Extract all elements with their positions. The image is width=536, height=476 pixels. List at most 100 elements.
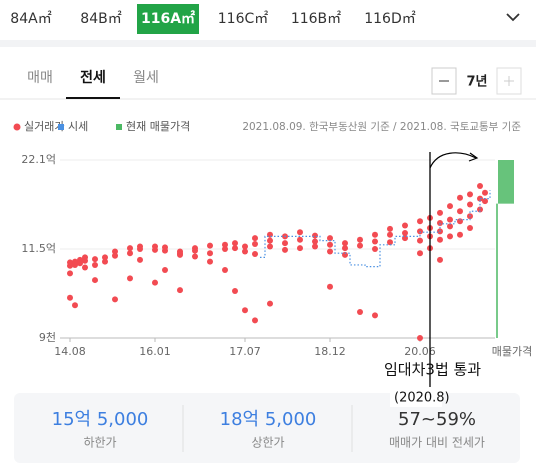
transaction-dot: [252, 240, 258, 247]
transaction-dot: [242, 307, 248, 314]
transaction-dot: [447, 216, 453, 223]
transaction-dot: [357, 308, 363, 315]
legend-label: 시세: [68, 120, 88, 133]
summary-box: [14, 393, 520, 463]
transaction-dot: [152, 279, 158, 286]
transaction-dot: [92, 256, 98, 263]
transaction-dot: [137, 256, 143, 263]
transaction-dot: [232, 287, 238, 294]
transaction-dot: [102, 254, 108, 261]
summary-label: 매매가 대비 전세가: [389, 436, 485, 450]
transaction-dot: [282, 240, 288, 247]
y-tick-label: 9천: [39, 330, 56, 344]
period: 7년: [466, 75, 487, 90]
transaction-dot: [447, 233, 453, 240]
transaction-dot: [92, 261, 98, 268]
transaction-dot: [342, 245, 348, 252]
transaction-dot: [252, 235, 258, 242]
transaction-dot: [387, 231, 393, 238]
annotation-date-bg: [390, 387, 442, 407]
transaction-dot: [357, 236, 363, 243]
transaction-dot: [82, 254, 88, 261]
transaction-dot: [417, 335, 423, 341]
expand-chevron[interactable]: [506, 13, 520, 22]
transaction-dot: [482, 189, 488, 196]
transaction-dot: [482, 198, 488, 205]
transaction-dot: [222, 266, 228, 273]
size-tab[interactable]: 116A㎡: [141, 10, 195, 27]
summary-label: 하한가: [83, 436, 116, 450]
transaction-dot: [357, 242, 363, 249]
size-tab[interactable]: 116B㎡: [291, 11, 341, 27]
deal-tab[interactable]: 월세: [133, 70, 159, 86]
transaction-dot: [402, 222, 408, 229]
transaction-dot: [177, 287, 183, 294]
transaction-dot: [112, 248, 118, 255]
transaction-dot: [477, 183, 483, 190]
transaction-dot: [387, 239, 393, 246]
transaction-dot: [372, 312, 378, 319]
transaction-dot: [252, 251, 258, 258]
x-tick-label: 18.12: [314, 345, 346, 358]
size-tab[interactable]: 116D㎡: [364, 11, 416, 27]
transaction-dot: [162, 266, 168, 273]
transaction-dot: [207, 242, 213, 249]
transaction-dot: [162, 247, 168, 254]
divider-band: [0, 40, 536, 47]
transaction-dot: [207, 250, 213, 257]
transaction-dot: [72, 302, 78, 309]
transaction-dot: [112, 296, 118, 303]
transaction-dot: [417, 218, 423, 225]
size-tab[interactable]: 84B㎡: [80, 11, 121, 27]
transaction-dot: [372, 231, 378, 238]
transaction-dot: [467, 201, 473, 208]
transaction-dot: [327, 283, 333, 290]
transaction-dot: [127, 275, 133, 282]
deal-tab[interactable]: 매매: [27, 70, 53, 86]
summary-label: 상한가: [251, 436, 284, 450]
transaction-dot: [242, 243, 248, 250]
transaction-dot: [467, 191, 473, 198]
deal-tab[interactable]: 전세: [80, 69, 106, 86]
listing-range: [498, 160, 514, 204]
transaction-dot: [372, 238, 378, 245]
transaction-dot: [437, 256, 443, 263]
summary-value: 15억 5,000: [52, 409, 149, 430]
transaction-dot: [127, 250, 133, 257]
transaction-dot: [372, 246, 378, 252]
summary-value: 18억 5,000: [220, 409, 317, 430]
transaction-dot: [457, 208, 463, 215]
transaction-dot: [72, 258, 78, 265]
transaction-dot: [232, 245, 238, 252]
transaction-dot: [477, 206, 483, 213]
transaction-dot: [402, 230, 408, 237]
transaction-dot: [67, 270, 73, 277]
x-tick-label: 17.07: [229, 345, 261, 358]
transaction-dot: [457, 231, 463, 238]
transaction-dot: [387, 225, 393, 232]
y-tick-label: 22.1억: [21, 153, 56, 166]
annotation-label: 임대차3법 통과: [384, 361, 481, 379]
summary-value: 57~59%: [398, 409, 476, 430]
transaction-dot: [297, 229, 303, 236]
transaction-dot: [192, 253, 198, 260]
transaction-dot: [92, 277, 98, 284]
size-tab[interactable]: 84A㎡: [10, 11, 51, 27]
size-tab[interactable]: 116C㎡: [218, 11, 269, 27]
transaction-dot: [327, 248, 333, 255]
transaction-dot: [127, 245, 133, 252]
annotation-date: (2020.8): [394, 391, 450, 406]
transaction-dot: [177, 251, 183, 258]
transaction-dot: [297, 236, 303, 243]
transaction-dot: [102, 258, 108, 265]
transaction-dot: [327, 235, 333, 242]
legend-label: 현재 매물가격: [126, 120, 190, 133]
x-tick-label: 16.01: [139, 345, 171, 358]
annotation-arrowhead: [468, 152, 479, 162]
transaction-dot: [232, 240, 238, 247]
transaction-dot: [137, 243, 143, 250]
transaction-dot: [447, 223, 453, 230]
market-price-line: [260, 190, 491, 268]
transaction-dot: [222, 246, 228, 252]
transaction-dot: [267, 300, 273, 307]
